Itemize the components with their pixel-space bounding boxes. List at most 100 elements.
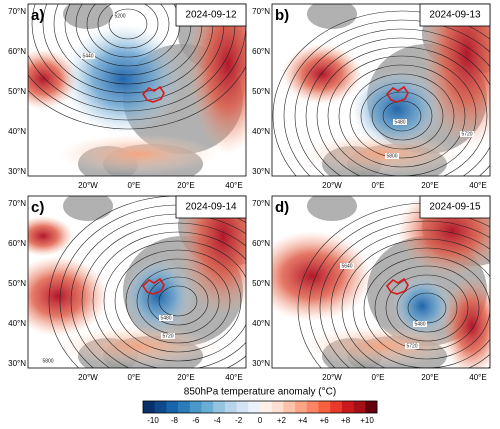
contour bbox=[371, 91, 433, 141]
colorbar-swatch bbox=[178, 401, 191, 413]
panel-frame bbox=[271, 195, 491, 369]
colorbar-swatch bbox=[330, 401, 343, 413]
colorbar-swatch bbox=[306, 401, 319, 413]
land bbox=[63, 196, 113, 221]
contour-label: 5720 bbox=[406, 343, 417, 349]
colorbar-swatch bbox=[201, 401, 214, 413]
warm-anomaly bbox=[282, 44, 362, 104]
colorbar-tick-label: -8 bbox=[171, 416, 179, 425]
contour bbox=[283, 19, 490, 176]
contour-label-bg bbox=[460, 131, 474, 137]
contour-label-bg bbox=[159, 315, 173, 321]
date: 2024-09-12 bbox=[185, 10, 237, 21]
colorbar-swatch bbox=[260, 401, 272, 413]
colorbar-swatch bbox=[154, 401, 167, 413]
warm-anomaly bbox=[188, 4, 246, 154]
colorbar-swatch bbox=[213, 401, 226, 413]
contour bbox=[103, 240, 246, 362]
colorbar-frame bbox=[142, 400, 378, 414]
lat-label: 40°N bbox=[252, 319, 270, 328]
panel-frame bbox=[271, 3, 491, 177]
contour bbox=[385, 274, 469, 342]
date-box bbox=[419, 195, 491, 219]
contour bbox=[319, 220, 490, 368]
contour bbox=[349, 73, 455, 159]
colorbar-tick-label: -4 bbox=[214, 416, 222, 425]
lat-label: 40°N bbox=[8, 127, 26, 136]
mild-anomaly bbox=[58, 326, 218, 366]
contour-label: 5640 bbox=[341, 263, 352, 269]
colorbar-tick-label: +8 bbox=[341, 416, 351, 425]
colorbar-swatch bbox=[248, 401, 261, 413]
contour bbox=[86, 4, 170, 58]
contour-label: 5480 bbox=[394, 119, 405, 125]
colorbar-tick-label: +6 bbox=[320, 416, 330, 425]
lon-label: 20°E bbox=[177, 373, 194, 382]
colorbar-swatch bbox=[271, 401, 284, 413]
contour-label: 5200 bbox=[114, 13, 125, 19]
contour bbox=[327, 55, 477, 176]
region-outline bbox=[141, 85, 165, 103]
colorbar-title: 850hPa temperature anomaly (°C) bbox=[184, 387, 336, 398]
panel-frame bbox=[27, 195, 247, 369]
date-box bbox=[175, 195, 247, 219]
lon-label: 0°E bbox=[372, 181, 385, 190]
colorbar-swatch bbox=[295, 401, 308, 413]
lon-label: 0°E bbox=[128, 373, 141, 382]
contour bbox=[294, 28, 490, 176]
date: 2024-09-13 bbox=[429, 10, 481, 21]
contour-label-bg bbox=[161, 333, 175, 339]
lat-label: 70°N bbox=[8, 7, 26, 16]
lat-label: 70°N bbox=[252, 199, 270, 208]
contour-label-bg bbox=[113, 13, 127, 19]
lat-label: 40°N bbox=[8, 319, 26, 328]
lat-label: 70°N bbox=[252, 7, 270, 16]
colorbar-swatch bbox=[341, 401, 354, 413]
contour-label-bg bbox=[81, 53, 95, 59]
lat-label: 50°N bbox=[8, 87, 26, 96]
lat-label: 30°N bbox=[252, 359, 270, 368]
contour bbox=[48, 196, 246, 368]
region-outline bbox=[141, 277, 165, 295]
mild-anomaly bbox=[302, 326, 462, 366]
lat-label: 50°N bbox=[8, 279, 26, 288]
cold-anomaly bbox=[352, 69, 442, 149]
map-panel: 5480 5720 5800 bbox=[272, 4, 490, 176]
contour-label: 5480 bbox=[414, 321, 425, 327]
colorbar-swatch bbox=[166, 401, 179, 413]
region-outline bbox=[385, 85, 409, 103]
lon-label: 20°W bbox=[322, 373, 342, 382]
contour bbox=[125, 258, 231, 344]
contour-label-bg bbox=[385, 153, 399, 159]
map-panel: 5200 5440 bbox=[28, 4, 246, 176]
contour-label: 5720 bbox=[461, 131, 472, 137]
date-box bbox=[419, 3, 491, 27]
contour bbox=[114, 249, 242, 353]
panel-label: c) bbox=[31, 199, 44, 216]
contour bbox=[360, 82, 444, 150]
mild-anomaly bbox=[58, 134, 218, 174]
colorbar-swatch bbox=[143, 401, 155, 413]
colorbar-tick-label: -2 bbox=[235, 416, 243, 425]
lon-label: 40°E bbox=[225, 181, 242, 190]
colorbar-swatch bbox=[224, 401, 237, 413]
panel-label: d) bbox=[275, 199, 289, 216]
lon-label: 40°E bbox=[225, 373, 242, 382]
panel-label: a) bbox=[31, 7, 44, 24]
lon-label: 20°E bbox=[421, 181, 438, 190]
contour bbox=[374, 265, 480, 351]
panel-label: b) bbox=[275, 7, 289, 24]
colorbar-swatch bbox=[236, 401, 249, 413]
contour bbox=[382, 100, 422, 132]
warm-anomaly bbox=[442, 276, 490, 368]
colorbar-swatch bbox=[365, 401, 378, 413]
contour-label-bg bbox=[41, 358, 55, 364]
warm-anomaly bbox=[272, 231, 372, 321]
contour bbox=[158, 285, 198, 317]
contour bbox=[338, 64, 466, 168]
lat-label: 60°N bbox=[252, 47, 270, 56]
lon-label: 20°W bbox=[322, 181, 342, 190]
warm-anomaly bbox=[28, 216, 73, 256]
contour bbox=[97, 4, 159, 49]
date-box bbox=[175, 3, 247, 27]
